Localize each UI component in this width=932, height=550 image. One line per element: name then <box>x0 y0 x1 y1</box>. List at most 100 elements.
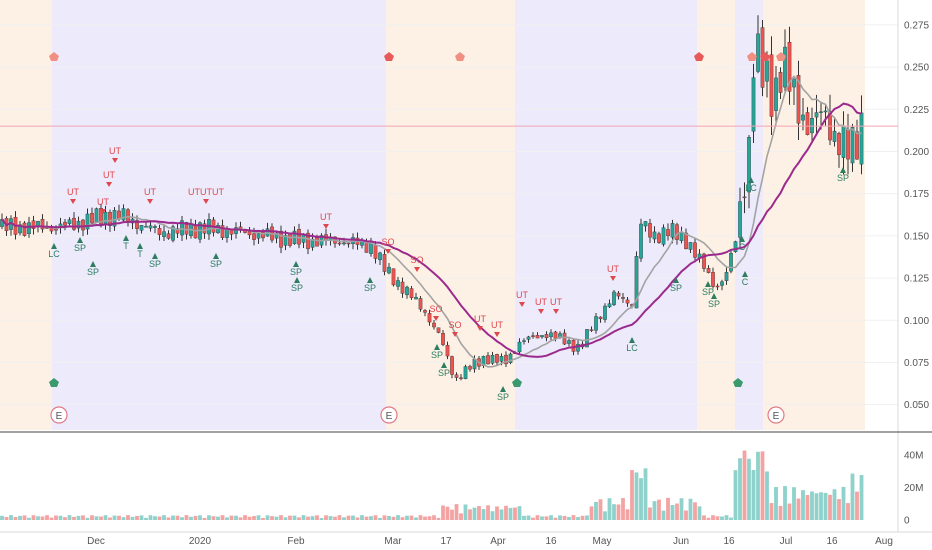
candle-body <box>571 339 576 352</box>
time-tick-label: Apr <box>490 536 506 547</box>
volume-bar <box>189 516 193 520</box>
volume-bar <box>585 515 589 520</box>
candle-body <box>40 218 45 230</box>
signal-arrow-down <box>494 332 500 337</box>
candle-body <box>387 266 391 274</box>
candle-body <box>535 335 540 339</box>
signal-label-above: UT <box>607 264 619 274</box>
candle-body <box>805 112 810 135</box>
volume-bar <box>724 515 729 520</box>
volume-bar <box>828 494 832 520</box>
candle-body <box>67 219 72 224</box>
volume-bar <box>774 486 778 520</box>
candle-body <box>157 228 162 235</box>
candle-body <box>832 130 837 142</box>
volume-bar <box>670 505 675 520</box>
candle-body <box>153 226 157 228</box>
candle-body <box>549 332 553 338</box>
candle-body <box>184 222 189 235</box>
signal-label-below: SP <box>708 299 720 309</box>
volume-bar <box>684 510 688 520</box>
volume-bar <box>643 468 648 520</box>
volume-bar <box>355 517 360 520</box>
candle-body <box>450 356 454 375</box>
signal-arrow-up <box>673 277 679 283</box>
signal-label-below: SP <box>364 283 376 293</box>
volume-bar <box>441 505 445 520</box>
candle-body <box>490 354 495 364</box>
signal-arrow-up <box>293 261 299 267</box>
candle-body <box>22 222 27 236</box>
signal-label-below: LC <box>745 183 757 193</box>
volume-bar <box>459 513 463 520</box>
volume-bar <box>9 515 13 520</box>
volume-bar <box>234 515 238 520</box>
signal-arrow-down <box>100 209 106 214</box>
volume-bar <box>288 515 292 520</box>
signal-arrow-up <box>742 271 748 277</box>
volume-bar <box>729 517 733 520</box>
background-zone <box>52 0 386 430</box>
candle-body <box>688 242 693 250</box>
pentagon-marker <box>49 378 59 387</box>
volume-bar <box>423 516 427 520</box>
volume-bar <box>382 515 387 520</box>
signal-arrow-up <box>152 253 158 259</box>
volume-bar <box>49 517 54 520</box>
signal-label-below: T <box>137 249 143 259</box>
volume-bar <box>477 506 481 520</box>
candle-body <box>576 343 580 352</box>
candle-body <box>112 210 117 227</box>
volume-bar <box>823 492 828 520</box>
candle-body <box>81 219 85 231</box>
volume-bar <box>256 515 261 520</box>
volume-bar <box>472 507 477 520</box>
signal-label-below: SP <box>291 283 303 293</box>
time-tick-label: May <box>593 536 612 547</box>
volume-bar <box>175 515 180 520</box>
signal-arrow-up <box>51 243 57 249</box>
signal-label-below: SP <box>87 267 99 277</box>
volume-bar <box>751 470 756 520</box>
volume-bar <box>621 498 625 520</box>
volume-bar <box>112 515 117 520</box>
signal-label-below: C <box>739 242 746 252</box>
volume-bar <box>589 506 594 520</box>
volume-bar <box>162 515 166 520</box>
volume-bar <box>598 499 603 520</box>
volume-bar <box>94 516 99 520</box>
signal-label-above: UT <box>516 290 528 300</box>
candle-body <box>517 341 522 353</box>
candle-body <box>162 231 166 237</box>
volume-bar <box>616 504 621 520</box>
candle-body <box>531 335 535 337</box>
volume-bar <box>765 471 769 520</box>
signal-arrow-up <box>711 293 717 299</box>
signal-arrow-down <box>538 309 544 314</box>
volume-bar <box>261 518 265 520</box>
candle-body <box>103 211 108 225</box>
signal-arrow-down <box>477 326 483 331</box>
volume-bar <box>652 501 657 520</box>
signal-label-below: SP <box>149 259 161 269</box>
signal-arrow-up <box>367 277 373 283</box>
candle-body <box>126 209 130 222</box>
volume-bar <box>301 515 306 520</box>
candle-body <box>414 296 418 300</box>
volume-bar <box>738 458 742 520</box>
signal-arrow-down <box>519 302 525 307</box>
candle-body <box>423 310 427 313</box>
candle-body <box>742 196 747 199</box>
volume-bar <box>193 516 198 520</box>
candle-body <box>711 272 715 287</box>
candle-body <box>738 201 742 238</box>
volume-bar <box>508 507 513 520</box>
volume-bar <box>481 509 486 520</box>
volume-bar <box>522 515 526 520</box>
signal-arrow-down <box>203 199 209 204</box>
volume-bar <box>184 515 189 520</box>
candle-body <box>670 223 675 238</box>
earnings-label: E <box>773 411 780 422</box>
candle-body <box>252 233 256 240</box>
